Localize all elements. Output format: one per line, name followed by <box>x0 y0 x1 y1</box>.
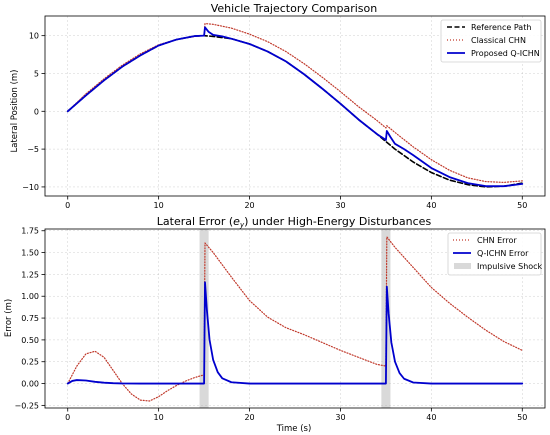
error-xtick-label-2: 20 <box>244 413 254 422</box>
legend-label-chn: Classical CHN <box>471 36 526 45</box>
trajectory-xtick-label-4: 40 <box>426 201 436 210</box>
error-ytick-label-4: 0.75 <box>21 314 39 323</box>
legend-label-qichn: Proposed Q-ICHN <box>471 49 540 58</box>
trajectory-xtick-label-5: 50 <box>517 201 527 210</box>
trajectory-legend-box <box>440 19 542 63</box>
error-ytick-label-8: 1.75 <box>21 227 39 236</box>
error-title-math: e <box>233 215 240 228</box>
error-series <box>66 236 524 402</box>
error-ytick-label-2: 0.25 <box>21 358 39 367</box>
legend-label-shock: Impulsive Shock <box>477 262 543 271</box>
error-ytick-label-7: 1.50 <box>21 249 39 258</box>
trajectory-xtick-label-1: 10 <box>154 201 164 210</box>
legend-label-chn-error: CHN Error <box>477 236 517 245</box>
error-xtick-label-4: 40 <box>426 413 436 422</box>
error-title-sub: y <box>239 221 245 229</box>
trajectory-xtick-label-3: 30 <box>335 201 345 210</box>
trajectory-series-line-2 <box>66 26 524 188</box>
error-ticks: 0 10 20 30 40 50 −0.25 0.00 0.25 0.50 0.75 1.00 1.25… <box>14 227 527 422</box>
trajectory-ytick-label-3: 5 <box>34 69 39 78</box>
trajectory-ticks: 0 10 20 30 40 50 −10 −5 0 5 10 <box>22 32 527 210</box>
error-frame <box>44 228 546 409</box>
legend-label-qichn-error: Q-ICHN Error <box>477 249 529 258</box>
trajectory-ytick-label-1: −5 <box>27 145 39 154</box>
error-series-line-1 <box>66 281 524 385</box>
trajectory-frame <box>44 15 546 197</box>
error-title: Lateral Error (ey) under High-Energy Dis… <box>157 215 432 229</box>
trajectory-ytick-label-4: 10 <box>29 32 39 41</box>
error-title-tail: ) under High-Energy Disturbances <box>244 215 431 228</box>
error-ylabel: Error (m) <box>4 299 14 337</box>
legend-label-reference: Reference Path <box>471 23 531 32</box>
error-xlabel: Time (s) <box>276 424 312 434</box>
trajectory-xtick-label-2: 20 <box>244 201 254 210</box>
error-xtick-label-5: 50 <box>517 413 527 422</box>
error-ytick-label-1: 0.00 <box>21 380 39 389</box>
trajectory-title: Vehicle Trajectory Comparison <box>211 2 378 15</box>
error-title-head: Lateral Error ( <box>157 215 233 228</box>
error-legend-box <box>447 232 542 276</box>
trajectory-panel: Vehicle Trajectory Comparison Lateral Po… <box>10 2 546 210</box>
error-ytick-label-6: 1.25 <box>21 270 39 279</box>
trajectory-series <box>66 22 524 188</box>
trajectory-legend: Reference Path Classical CHN Proposed Q-… <box>440 19 542 63</box>
error-panel: Lateral Error (ey) under High-Energy Dis… <box>4 215 546 434</box>
error-ytick-label-0: −0.25 <box>14 401 39 410</box>
error-xtick-label-1: 10 <box>154 413 164 422</box>
error-legend: CHN Error Q-ICHN Error Impulsive Shock <box>447 232 543 276</box>
error-ytick-label-5: 1.00 <box>21 292 39 301</box>
trajectory-xtick-label-0: 0 <box>65 201 70 210</box>
trajectory-ytick-label-0: −10 <box>22 183 39 192</box>
legend-swatch-shock <box>454 263 471 269</box>
error-xtick-label-3: 30 <box>335 413 345 422</box>
error-xtick-label-0: 0 <box>65 413 70 422</box>
trajectory-ytick-label-2: 0 <box>34 107 39 116</box>
error-ytick-label-3: 0.50 <box>21 336 39 345</box>
trajectory-ylabel: Lateral Position (m) <box>10 70 20 153</box>
